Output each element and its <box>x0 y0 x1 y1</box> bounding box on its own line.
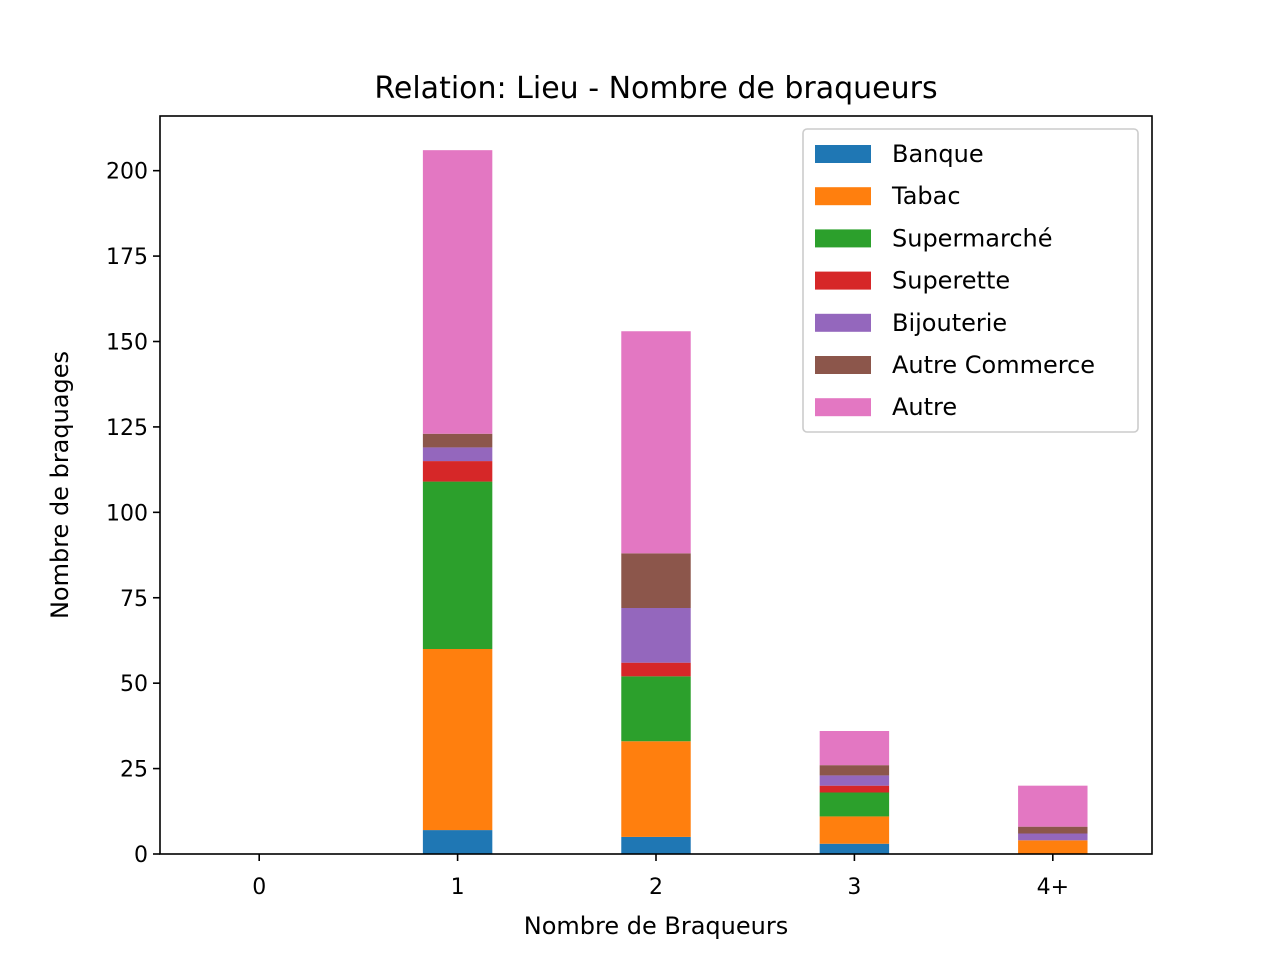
bar-banque-1 <box>422 830 493 854</box>
bar-banque-2 <box>621 836 691 854</box>
y-tick-label: 75 <box>120 587 148 612</box>
y-tick-label: 150 <box>106 331 148 356</box>
y-tick-label: 25 <box>120 758 148 783</box>
bar-bijouterie-1 <box>422 447 493 462</box>
y-tick-label: 125 <box>106 416 148 441</box>
bar-tabac-1 <box>422 649 493 831</box>
x-tick-label: 1 <box>451 875 465 900</box>
legend-swatch-bijouterie <box>815 313 871 332</box>
bar-autre-2 <box>621 331 691 554</box>
x-tick-label: 0 <box>252 875 266 900</box>
bar-superette-2 <box>621 662 691 677</box>
legend-label-bijouterie: Bijouterie <box>892 309 1007 337</box>
bar-autre-commerce-2 <box>621 553 691 608</box>
legend-label-supermarche: Supermarché <box>892 224 1053 252</box>
legend-label-autre: Autre <box>892 393 957 421</box>
bar-superette-3 <box>819 785 890 793</box>
legend-swatch-banque <box>815 145 871 163</box>
bar-supermarche-3 <box>819 792 890 817</box>
bar-autre-commerce-4 <box>1018 826 1088 834</box>
bar-superette-1 <box>422 461 493 482</box>
chart-title: Relation: Lieu - Nombre de braqueurs <box>374 71 937 106</box>
legend-label-autre-commerce: Autre Commerce <box>892 351 1095 379</box>
legend-swatch-superette <box>815 271 871 290</box>
y-tick-label: 100 <box>106 501 148 526</box>
legend-swatch-tabac <box>815 187 871 206</box>
bar-bijouterie-3 <box>819 775 890 786</box>
y-axis-label: Nombre de braquages <box>46 351 74 619</box>
x-tick-label: 2 <box>649 875 663 900</box>
legend-items: Banque Tabac Supermarché Superette Bijouteri… <box>815 140 1095 421</box>
y-axis-ticks: 0 25 50 75 100 125 150 175 200 <box>106 160 160 868</box>
x-tick-label: 4+ <box>1037 875 1069 900</box>
bar-bijouterie-4 <box>1018 833 1088 841</box>
x-tick-label: 3 <box>847 875 861 900</box>
bar-supermarche-1 <box>422 481 493 649</box>
bars-group <box>422 150 1088 854</box>
x-axis-ticks: 0 1 2 3 4+ <box>252 854 1069 900</box>
legend-swatch-autre-commerce <box>815 356 871 374</box>
legend-label-banque: Banque <box>892 140 984 168</box>
bar-autre-commerce-3 <box>819 765 890 776</box>
legend: Banque Tabac Supermarché Superette Bijouteri… <box>802 128 1139 433</box>
legend-label-tabac: Tabac <box>891 182 961 210</box>
bar-tabac-4 <box>1018 840 1088 854</box>
y-tick-label: 200 <box>106 160 148 185</box>
bar-banque-3 <box>819 843 890 854</box>
x-axis-label: Nombre de Braqueurs <box>524 912 788 940</box>
bar-autre-3 <box>819 731 890 766</box>
bar-autre-4 <box>1018 785 1088 827</box>
bar-autre-commerce-1 <box>422 433 493 448</box>
legend-swatch-supermarche <box>815 229 871 248</box>
plot-frame <box>159 115 1153 855</box>
bar-bijouterie-2 <box>621 608 691 663</box>
y-tick-label: 0 <box>134 843 148 868</box>
bar-tabac-3 <box>819 816 890 844</box>
y-tick-label: 50 <box>120 672 148 697</box>
bar-supermarche-2 <box>621 676 691 742</box>
y-tick-label: 175 <box>106 245 148 270</box>
legend-frame <box>802 128 1139 433</box>
legend-label-superette: Superette <box>892 267 1010 295</box>
legend-swatch-autre <box>815 398 871 417</box>
bar-autre-1 <box>422 150 493 434</box>
bar-tabac-2 <box>621 741 691 837</box>
